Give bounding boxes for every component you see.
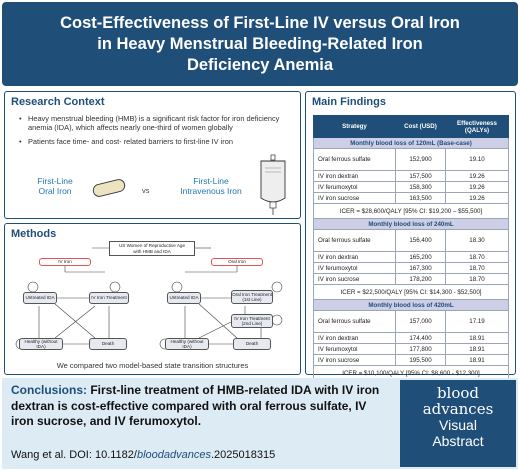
oral-iron-label: First-Line Oral Iron (37, 176, 73, 196)
iv-bag-icon (260, 154, 286, 215)
blood-advances-logo: blood advances Visual Abstract (400, 380, 516, 467)
citation: Wang et al. DOI: 10.1182/bloodadvances.2… (11, 449, 276, 461)
section-label-row: Monthly blood loss of 240mL (313, 218, 509, 230)
table-row: IV ferumoxytol 167,300 18.70 (313, 262, 509, 274)
left-death-state: Death (89, 338, 127, 350)
left-iv-treatment-state: IV Iron Treatment (89, 292, 129, 304)
table-row: IV iron dextran 174,400 18.91 (313, 332, 509, 344)
methods-caption: We compared two model-based state transi… (56, 361, 249, 370)
conclusions-panel: Conclusions: First-line treatment of HMB… (2, 378, 518, 469)
research-context-title: Research Context (11, 96, 105, 108)
right-iv-treatment-state: IV Iron Treatment (2nd Line) (231, 314, 273, 328)
header-banner: Cost-Effectiveness of First-Line IV vers… (2, 2, 518, 86)
right-death-state: Death (233, 338, 271, 350)
left-untreated-state: Untreated IDA (23, 292, 57, 304)
table-row: Oral ferrous sulfate 156,400 18.30 (313, 229, 509, 252)
iv-iron-branch: IV Iron (39, 258, 91, 266)
table-row: Oral ferrous sulfate 157,000 17.19 (313, 310, 509, 333)
table-row: IV iron sucrose 163,500 19.26 (313, 192, 509, 204)
header-strategy: Strategy (313, 115, 396, 138)
methods-diagram-connectors (15, 247, 283, 350)
right-oral-treatment-state: Oral Iron Treatment (1st Line) (231, 290, 273, 304)
icer-row: ICER = $28,600/QALY [95% CI: $19,200 – $… (313, 203, 509, 219)
table-row: IV iron dextran 165,200 18.70 (313, 251, 509, 263)
findings-table: Strategy Cost (USD) Effectiveness (QALYs… (313, 115, 509, 381)
right-untreated-state: Untreated IDA (167, 292, 201, 304)
methods-title: Methods (11, 228, 57, 240)
population-box: US Women of Reproductive Age with HMB an… (109, 241, 195, 256)
left-healthy-state: Healthy (without IDA) (19, 338, 63, 350)
header-effectiveness: Effectiveness (QALYs) (445, 115, 509, 138)
section-label-row: Monthly blood loss of 420mL (313, 299, 509, 311)
right-healthy-state: Healthy (without IDA) (165, 338, 209, 350)
table-row: IV ferumoxytol 158,300 19.26 (313, 181, 509, 193)
header-cost: Cost (USD) (395, 115, 446, 138)
table-row: IV iron sucrose 178,200 18.70 (313, 273, 509, 285)
context-bullet: Patients face time- and cost- related ba… (19, 137, 295, 147)
research-context-list: Heavy menstrual bleeding (HMB) is a sign… (19, 114, 295, 150)
table-row: IV iron dextran 157,500 19.26 (313, 170, 509, 182)
conclusion-lead: Conclusions: (11, 383, 88, 397)
research-context-panel: Research Context Heavy menstrual bleedin… (4, 91, 301, 219)
table-row: Oral ferrous sulfate 152,900 19.10 (313, 148, 509, 171)
vs-label: vs (142, 186, 150, 195)
main-findings-title: Main Findings (312, 96, 386, 108)
oral-iron-branch: Oral Iron (211, 258, 263, 266)
page-title: Cost-Effectiveness of First-Line IV vers… (60, 13, 460, 74)
main-findings-panel: Main Findings Strategy Cost (USD) Effect… (305, 91, 516, 381)
oral-pill-icon (92, 179, 126, 197)
conclusion-body: First-line treatment of HMB-related IDA … (11, 383, 380, 428)
methods-panel: Methods (4, 223, 301, 375)
context-bullet: Heavy menstrual bleeding (HMB) is a sign… (19, 114, 295, 133)
table-header-row: Strategy Cost (USD) Effectiveness (QALYs… (313, 115, 509, 138)
table-row: IV ferumoxytol 177,800 18.91 (313, 343, 509, 355)
citation-doi: bloodadvances (136, 449, 211, 461)
section-label-row: Monthly blood loss of 120mL (Base-case) (313, 137, 509, 149)
icer-row: ICER = $22,500/QALY [95% CI: $14,300 - $… (313, 284, 509, 300)
conclusion-text: Conclusions: First-line treatment of HMB… (11, 383, 381, 430)
iv-iron-label: First-Line Intravenous Iron (180, 176, 242, 196)
table-row: IV iron sucrose 195,500 18.91 (313, 354, 509, 366)
